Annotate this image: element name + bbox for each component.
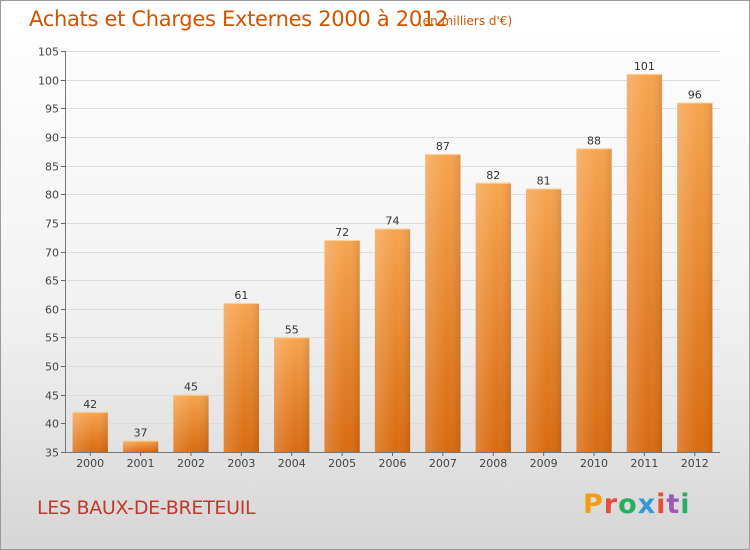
y-tick-label: 50 (45, 361, 59, 374)
labels: 42 37 45 61 55 72 74 87 82 81 88 101 96 (83, 60, 702, 440)
y-tick-label: 65 (45, 275, 59, 288)
bar-shade (425, 154, 461, 452)
bar-shade (475, 182, 511, 452)
x-tick-label: 2011 (630, 457, 658, 470)
x-tick-label: 2003 (227, 457, 255, 470)
y-tick-label: 90 (45, 132, 59, 145)
brand-letter: i (680, 489, 691, 520)
bars (72, 73, 713, 453)
x-tick-label: 2009 (530, 457, 558, 470)
brand-letter: P (583, 489, 604, 520)
x-tick-label: 2010 (580, 457, 608, 470)
bar-shade (626, 73, 663, 453)
data-label: 88 (587, 134, 601, 147)
y-tick-label: 40 (45, 418, 59, 431)
brand-letter: r (603, 489, 619, 520)
bar-shade (374, 228, 411, 452)
bar-shade (223, 303, 259, 452)
bar-shade (72, 411, 108, 452)
data-label: 72 (335, 226, 349, 239)
bar-shade (677, 102, 713, 453)
commune-name: LES BAUX-DE-BRETEUIL (37, 497, 256, 519)
data-label: 87 (436, 140, 450, 153)
brand-letter: o (618, 489, 638, 520)
bar-shade (122, 440, 159, 452)
brand-letter: x (637, 489, 657, 520)
y-tick-label: 80 (45, 189, 59, 202)
y-tick-label: 45 (45, 390, 59, 403)
x-tick-label: 2005 (328, 457, 356, 470)
data-label: 74 (386, 215, 400, 228)
brand-letter: i (656, 489, 667, 520)
x-tick-label: 2001 (127, 457, 155, 470)
x-tick-label: 2004 (278, 457, 306, 470)
brand-letter: t (666, 489, 681, 520)
y-tick-label: 55 (45, 332, 59, 345)
bar-shade (526, 188, 562, 452)
y-tick-label: 35 (45, 447, 59, 460)
axes: 35 40 45 50 55 60 65 70 75 80 85 90 95 100 105 2000 2001… (38, 46, 720, 470)
data-label: 101 (634, 60, 655, 73)
chart-subtitle: (en milliers d'€) (418, 14, 513, 28)
bar-shade (173, 394, 209, 452)
data-label: 61 (234, 289, 248, 302)
y-tick-label: 60 (45, 304, 59, 317)
data-label: 55 (285, 323, 299, 336)
bar-shade (576, 148, 612, 452)
data-label: 42 (83, 398, 97, 411)
x-tick-label: 2006 (379, 457, 407, 470)
y-tick-label: 75 (45, 218, 59, 231)
y-tick-label: 70 (45, 247, 59, 260)
x-tick-label: 2012 (681, 457, 709, 470)
data-label: 82 (486, 169, 500, 182)
bar-shade (274, 337, 310, 452)
data-label: 45 (184, 381, 198, 394)
y-tick-label: 95 (45, 103, 59, 116)
x-tick-label: 2007 (429, 457, 457, 470)
x-tick-label: 2000 (76, 457, 104, 470)
data-label: 37 (134, 427, 148, 440)
bar-shade (324, 240, 360, 452)
data-label: 96 (688, 89, 702, 102)
y-tick-label: 85 (45, 161, 59, 174)
data-label: 81 (537, 174, 551, 187)
y-tick-label: 105 (38, 46, 59, 59)
y-tick-label: 100 (38, 75, 59, 88)
chart-title: Achats et Charges Externes 2000 à 2012 (29, 7, 449, 31)
x-tick-label: 2002 (177, 457, 205, 470)
x-tick-label: 2008 (479, 457, 507, 470)
proxiti-logo[interactable]: Proxiti (583, 489, 691, 520)
